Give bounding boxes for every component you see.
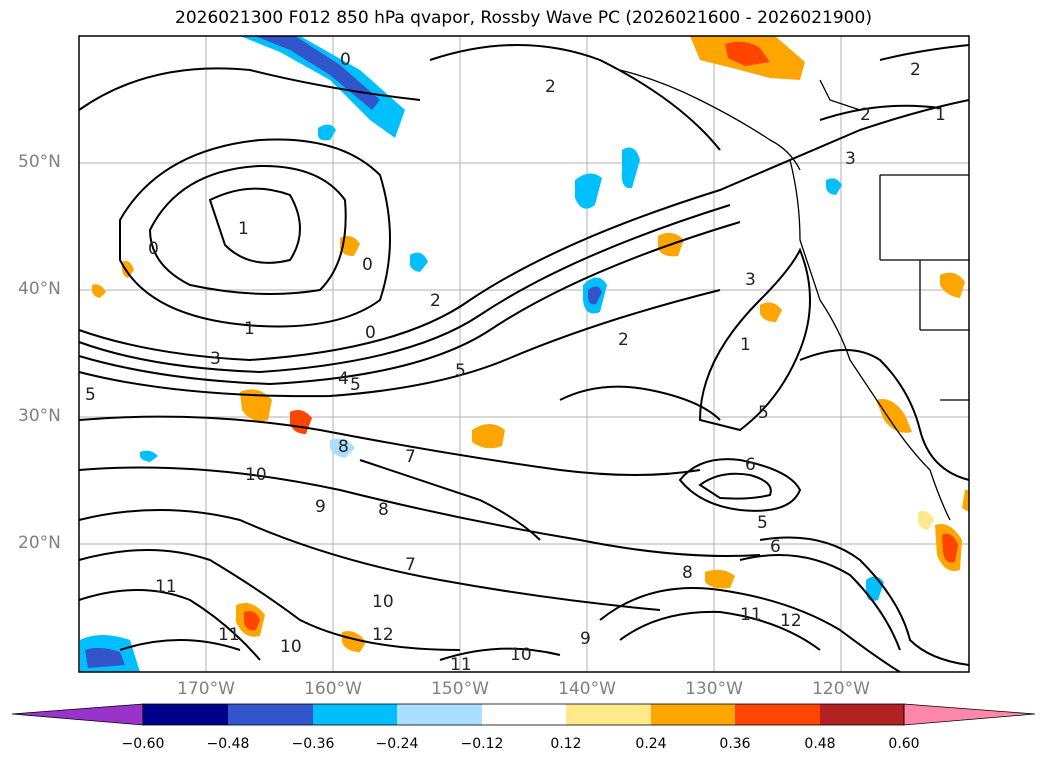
contour-label: 5 xyxy=(455,361,466,381)
contour-label: 11 xyxy=(155,577,177,597)
contour-label: 5 xyxy=(757,513,768,533)
lat-label: 50°N xyxy=(18,152,61,172)
map-frame xyxy=(78,35,970,673)
contour-label: 8 xyxy=(682,563,693,583)
colorbar-segment xyxy=(397,704,482,725)
contour-label: 8 xyxy=(378,500,389,520)
lon-label: 120°W xyxy=(812,679,870,699)
contour-label: 7 xyxy=(405,447,416,467)
lon-label: 130°W xyxy=(685,679,743,699)
contour-label: 4 xyxy=(338,369,349,389)
contour-label: 10 xyxy=(510,645,532,665)
contour-label: 12 xyxy=(780,611,802,631)
contour-label: 1 xyxy=(238,219,249,239)
map-title: 2026021300 F012 850 hPa qvapor, Rossby W… xyxy=(175,8,872,28)
contour-label: 11 xyxy=(218,625,240,645)
contour-label: 1 xyxy=(244,319,255,339)
contour-label: 3 xyxy=(845,149,856,169)
contour-label: 2 xyxy=(618,330,629,350)
lon-label: 160°W xyxy=(304,679,362,699)
contour-label: 9 xyxy=(315,497,326,517)
qvapor-contours xyxy=(78,44,970,673)
lat-label: 30°N xyxy=(18,406,61,426)
colorbar-tick-label: 0.48 xyxy=(804,736,836,752)
contour-label: 1 xyxy=(935,105,946,125)
contour-labels: 1 1 1 1 2 2 2 2 2 3 3 3 4 5 5 5 5 5 6 6 … xyxy=(85,50,946,675)
lat-label: 40°N xyxy=(18,279,61,299)
colorbar-segment xyxy=(651,704,735,725)
contour-label: 5 xyxy=(85,385,96,405)
colorbar-segment xyxy=(228,704,313,725)
colorbar-segment xyxy=(735,704,820,725)
colorbar-tick-label: 0.60 xyxy=(888,736,920,752)
contour-label: 11 xyxy=(740,605,762,625)
coastlines xyxy=(429,69,969,521)
contour-label: 0 xyxy=(148,239,159,259)
colorbar-extend-high xyxy=(903,703,1036,726)
colorbar-tick-label: −0.48 xyxy=(206,736,250,752)
colorbar-tick-label: −0.12 xyxy=(460,736,504,752)
colorbar-tick-label: 0.36 xyxy=(719,736,751,752)
contour-label: 7 xyxy=(405,555,416,575)
colorbar-segment xyxy=(143,704,228,725)
lon-label: 140°W xyxy=(558,679,616,699)
colorbar-extend-low xyxy=(11,703,144,726)
contour-label: 11 xyxy=(450,655,472,675)
lon-label: 170°W xyxy=(177,679,235,699)
contour-label: 3 xyxy=(210,349,221,369)
contour-label: 12 xyxy=(372,625,394,645)
contour-label: 3 xyxy=(745,270,756,290)
contour-label: 5 xyxy=(758,403,769,423)
contour-label: 6 xyxy=(770,537,781,557)
contour-label: 2 xyxy=(910,60,921,80)
contour-label: 10 xyxy=(245,465,267,485)
colorbar-segment xyxy=(313,704,397,725)
contour-label: 0 xyxy=(362,255,373,275)
lon-label: 150°W xyxy=(431,679,489,699)
filled-anomalies xyxy=(80,36,969,672)
contour-label: 8 xyxy=(338,437,349,457)
colorbar-segment xyxy=(566,704,651,725)
contour-label: 9 xyxy=(580,629,591,649)
contour-label: 0 xyxy=(340,50,351,70)
colorbar-segment xyxy=(820,704,904,725)
contour-label: 0 xyxy=(365,323,376,343)
contour-label: 10 xyxy=(280,637,302,657)
colorbar-segment xyxy=(482,704,566,725)
colorbar-tick-label: 0.24 xyxy=(635,736,667,752)
contour-label: 5 xyxy=(350,375,361,395)
contour-label: 1 xyxy=(740,335,751,355)
colorbar-tick-label: −0.36 xyxy=(291,736,335,752)
colorbar xyxy=(11,703,1036,726)
contour-label: 6 xyxy=(745,455,756,475)
colorbar-tick-label: −0.24 xyxy=(375,736,419,752)
colorbar-tick-label: −0.60 xyxy=(121,736,165,752)
contour-label: 2 xyxy=(545,77,556,97)
lat-label: 20°N xyxy=(18,533,61,553)
contour-label: 10 xyxy=(372,592,394,612)
contour-label: 2 xyxy=(430,291,441,311)
contour-label: 2 xyxy=(860,105,871,125)
colorbar-tick-label: 0.12 xyxy=(550,736,582,752)
